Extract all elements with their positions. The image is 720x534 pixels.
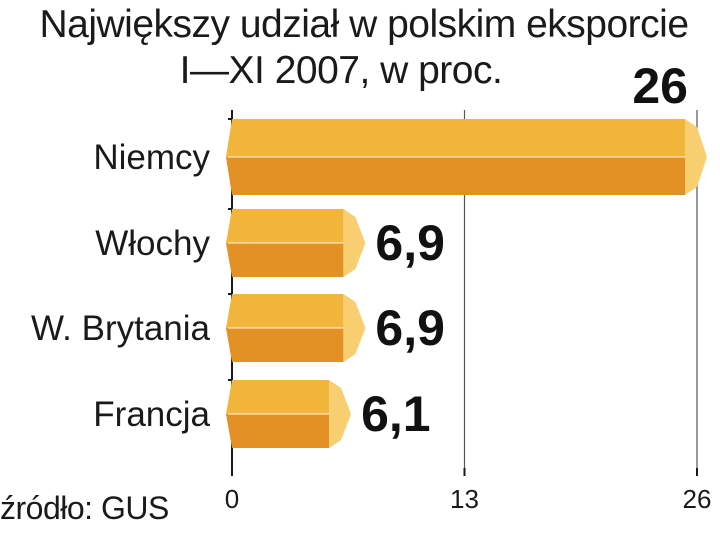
x-tick-label: 26 [683, 484, 712, 514]
x-tick-label: 13 [450, 484, 479, 514]
source-note: źródło: GUS [0, 490, 169, 526]
bar-cap [685, 119, 707, 195]
bar-cap [343, 294, 366, 362]
bar-top [226, 119, 685, 157]
category-label: Niemcy [93, 138, 210, 177]
category-label: Francja [93, 395, 210, 434]
chart-title: Największy udział w polskim eksporcie I—… [0, 2, 720, 94]
bar-cap [343, 209, 366, 277]
category-label: Włochy [95, 224, 210, 263]
category-label: W. Brytania [31, 309, 210, 348]
x-tick-label: 0 [225, 484, 239, 514]
value-label: 6,1 [361, 386, 431, 442]
value-label: 6,9 [375, 215, 445, 271]
value-label: 26 [632, 58, 688, 114]
bar-bottom [226, 243, 344, 277]
chart-subtitle: I—XI 2007, w proc. [179, 49, 503, 92]
bar-top [226, 380, 330, 414]
bar-top [226, 294, 344, 328]
bar-cap [329, 380, 352, 448]
bar-bottom [226, 157, 685, 195]
value-label: 6,9 [375, 300, 445, 356]
bar-top [226, 209, 344, 243]
chart-title-line-1: Największy udział w polskim eksporcie [39, 3, 689, 46]
bar-bottom [226, 328, 344, 362]
bar-bottom [226, 414, 330, 448]
